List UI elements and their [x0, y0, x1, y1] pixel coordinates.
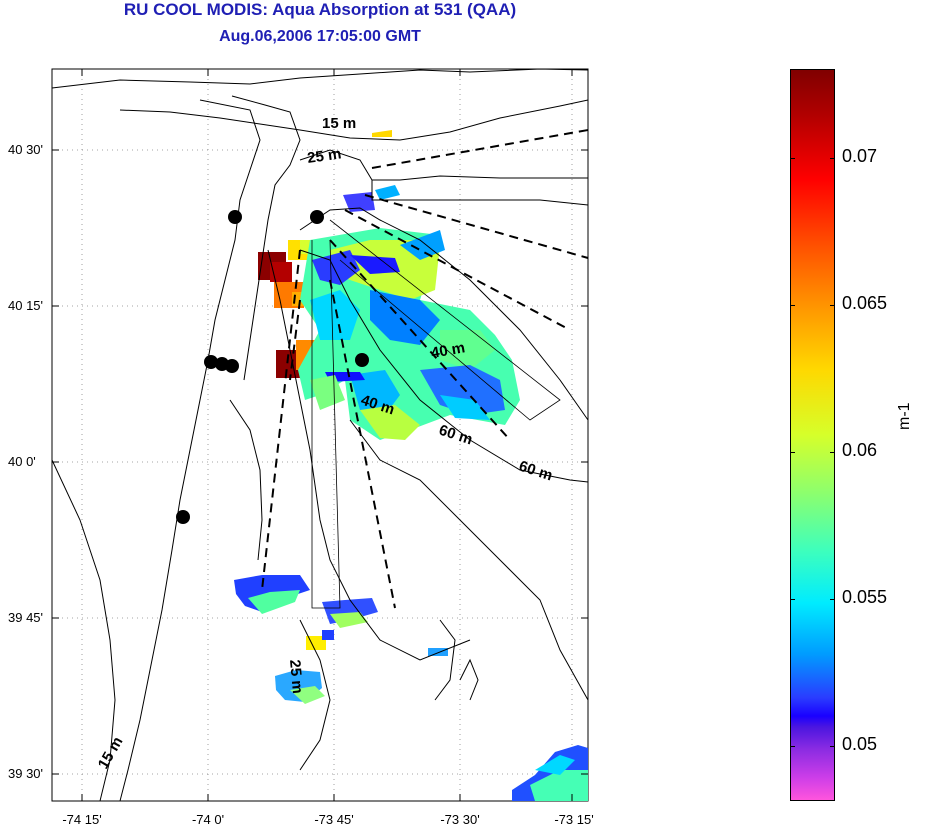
- coastline-contours: [51, 68, 589, 802]
- colorbar-label: 0.07: [842, 146, 878, 166]
- station-marker: [310, 210, 324, 224]
- frame-ticks: [52, 69, 588, 801]
- lat-label: 40 0': [8, 454, 36, 469]
- station-marker: [225, 359, 239, 373]
- map-timestamp: Aug.06,2006 17:05:00 GMT: [219, 28, 421, 45]
- colorbar-tick: [790, 452, 835, 453]
- station-marker: [228, 210, 242, 224]
- colorbar: [790, 69, 835, 801]
- lon-label: -74 15': [62, 812, 102, 827]
- stations: [176, 210, 369, 524]
- station-marker: [176, 510, 190, 524]
- colorbar-label: 0.05: [842, 734, 878, 754]
- colorbar-tick: [790, 599, 835, 600]
- glider-box: [311, 219, 561, 609]
- colorbar-unit: m-1: [896, 402, 913, 430]
- lon-label: -73 30': [440, 812, 480, 827]
- colorbar-label: 0.06: [842, 440, 878, 460]
- colorbar-tick: [790, 305, 835, 306]
- transect-lines: [261, 129, 589, 609]
- lon-label: -74 0': [191, 812, 225, 827]
- lat-label: 40 30': [8, 142, 44, 157]
- depth-labels: 15 m 25 m 40 m 40 m 60 m 60 m 25 m 15 m: [95, 115, 555, 772]
- lat-label: 39 45': [8, 610, 44, 625]
- colorbar-label: 0.065: [842, 293, 888, 313]
- map-title: RU COOL MODIS: Aqua Absorption at 531 (Q…: [123, 0, 517, 19]
- depth-label: 25 m: [306, 145, 342, 167]
- depth-label: 25 m: [286, 659, 306, 695]
- colorbar-label: 0.055: [842, 587, 888, 607]
- lon-label: -73 45': [314, 812, 354, 827]
- station-marker: [204, 355, 218, 369]
- colorbar-tick: [790, 158, 835, 159]
- lat-label: 39 30': [8, 766, 44, 781]
- depth-label: 40 m: [430, 339, 467, 362]
- station-marker: [355, 353, 369, 367]
- depth-label: 15 m: [322, 115, 356, 132]
- lat-label: 40 15': [8, 298, 44, 313]
- colorbar-tick: [790, 746, 835, 747]
- lon-label: -73 15': [554, 812, 594, 827]
